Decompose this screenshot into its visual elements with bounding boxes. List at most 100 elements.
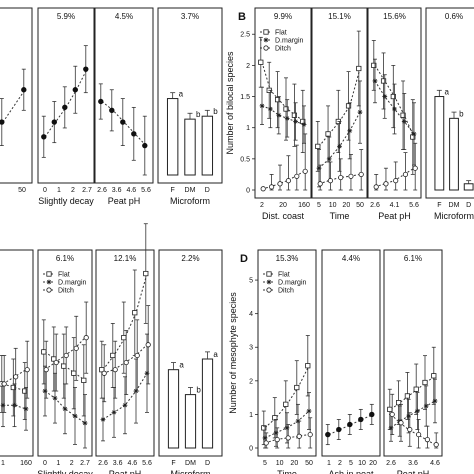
x-tick-label: 2.7 <box>80 460 90 467</box>
data-point <box>83 335 89 341</box>
data-point <box>401 119 407 124</box>
panel-frame <box>321 249 381 457</box>
x-tick-label: F <box>171 187 175 194</box>
significance-letter: a <box>179 361 184 370</box>
panel-frame <box>367 7 422 199</box>
legend-label: D.margin <box>58 280 87 287</box>
data-point <box>291 112 298 118</box>
legend-marker <box>263 37 269 43</box>
x-tick-label: 20 <box>290 460 298 467</box>
data-point <box>380 78 387 84</box>
x-tick-label: F <box>171 460 175 467</box>
data-point <box>392 106 397 112</box>
x-tick-label: D <box>205 187 210 194</box>
explained-variance-label: 4.5% <box>115 12 133 21</box>
y-axis-label: Number of mesophyte species <box>228 292 238 414</box>
data-point <box>411 131 417 137</box>
significance-letter: b <box>196 110 201 119</box>
data-point <box>424 437 430 443</box>
x-tick-label: 5 <box>317 202 321 209</box>
data-point <box>142 142 148 149</box>
x-tick-label: 2.6 <box>386 460 396 467</box>
data-point <box>72 87 79 93</box>
data-point <box>83 66 89 72</box>
x-tick-label: D <box>466 202 471 209</box>
y-tick-label: 1.5 <box>240 94 250 101</box>
data-point <box>336 426 342 433</box>
data-point <box>262 435 268 441</box>
x-axis-label: Slightly decay <box>37 469 93 474</box>
data-point <box>294 384 300 391</box>
data-point <box>284 425 290 431</box>
data-point <box>415 431 422 438</box>
data-point <box>71 370 77 376</box>
x-axis-label: Peat pH <box>378 211 411 221</box>
x-tick-label: 3.6 <box>112 187 122 194</box>
data-point <box>258 59 264 65</box>
x-tick-label: 0 <box>43 460 47 467</box>
data-point <box>382 94 388 99</box>
data-point <box>305 363 311 369</box>
x-axis-label: Peat pH <box>397 469 430 474</box>
x-axis-label: Microform <box>170 196 210 206</box>
data-point <box>1 381 7 387</box>
legend-marker <box>266 279 272 285</box>
x-tick-label: 0 <box>43 187 47 194</box>
legend-label: D.margin <box>275 38 304 45</box>
data-point <box>293 119 298 124</box>
series-line-D.margin <box>374 80 415 135</box>
series-line-main <box>44 68 88 138</box>
data-point <box>432 398 438 404</box>
data-point <box>81 377 87 383</box>
data-point <box>260 186 266 192</box>
data-point <box>42 388 48 394</box>
explained-variance-label: 4.4% <box>342 254 360 263</box>
x-tick-label: 3.6 <box>408 460 418 467</box>
data-point <box>393 178 399 184</box>
x-tick-label: DM <box>185 187 196 194</box>
x-axis-label: Peat pH <box>109 469 142 474</box>
x-tick-label: 3.6 <box>113 460 123 467</box>
y-tick-label: 3 <box>249 345 253 352</box>
y-tick-label: 2 <box>249 378 253 385</box>
explained-variance-label: 15.6% <box>383 12 406 21</box>
panel-frame <box>37 7 95 184</box>
y-tick-label: 5 <box>249 278 253 285</box>
data-point <box>369 411 375 418</box>
data-point <box>24 367 30 373</box>
data-point <box>326 156 332 162</box>
data-point <box>51 119 57 125</box>
y-tick-label: 0 <box>246 188 250 195</box>
series-line-Ditch <box>374 167 415 188</box>
data-point <box>283 106 289 112</box>
x-tick-label: 2 <box>338 460 342 467</box>
data-point <box>121 335 127 341</box>
panel-frame <box>383 249 443 457</box>
legend-marker <box>263 29 269 35</box>
y-tick-label: 2.5 <box>240 32 250 39</box>
panel-frame <box>311 7 368 199</box>
data-point <box>272 415 278 421</box>
data-point <box>73 345 79 351</box>
x-tick-label: 2 <box>70 460 74 467</box>
x-tick-label: 10 <box>329 202 337 209</box>
y-tick-label: 2 <box>246 63 250 70</box>
data-point <box>110 352 116 359</box>
legend-marker <box>46 287 52 293</box>
data-point <box>356 65 362 72</box>
data-point <box>407 426 413 433</box>
x-tick-label: 4.6 <box>430 460 440 467</box>
legend-label: Ditch <box>58 288 74 295</box>
x-axis-label: Time <box>277 469 297 474</box>
x-tick-label: 1 <box>327 460 331 467</box>
data-point <box>325 131 331 137</box>
data-point <box>120 119 126 125</box>
data-point <box>294 173 300 179</box>
data-point <box>63 352 69 359</box>
data-point <box>347 128 353 134</box>
data-point <box>404 393 411 399</box>
data-point <box>383 181 389 187</box>
panel-frame <box>257 249 317 457</box>
legend-label: Flat <box>58 272 70 279</box>
data-point <box>338 174 344 181</box>
